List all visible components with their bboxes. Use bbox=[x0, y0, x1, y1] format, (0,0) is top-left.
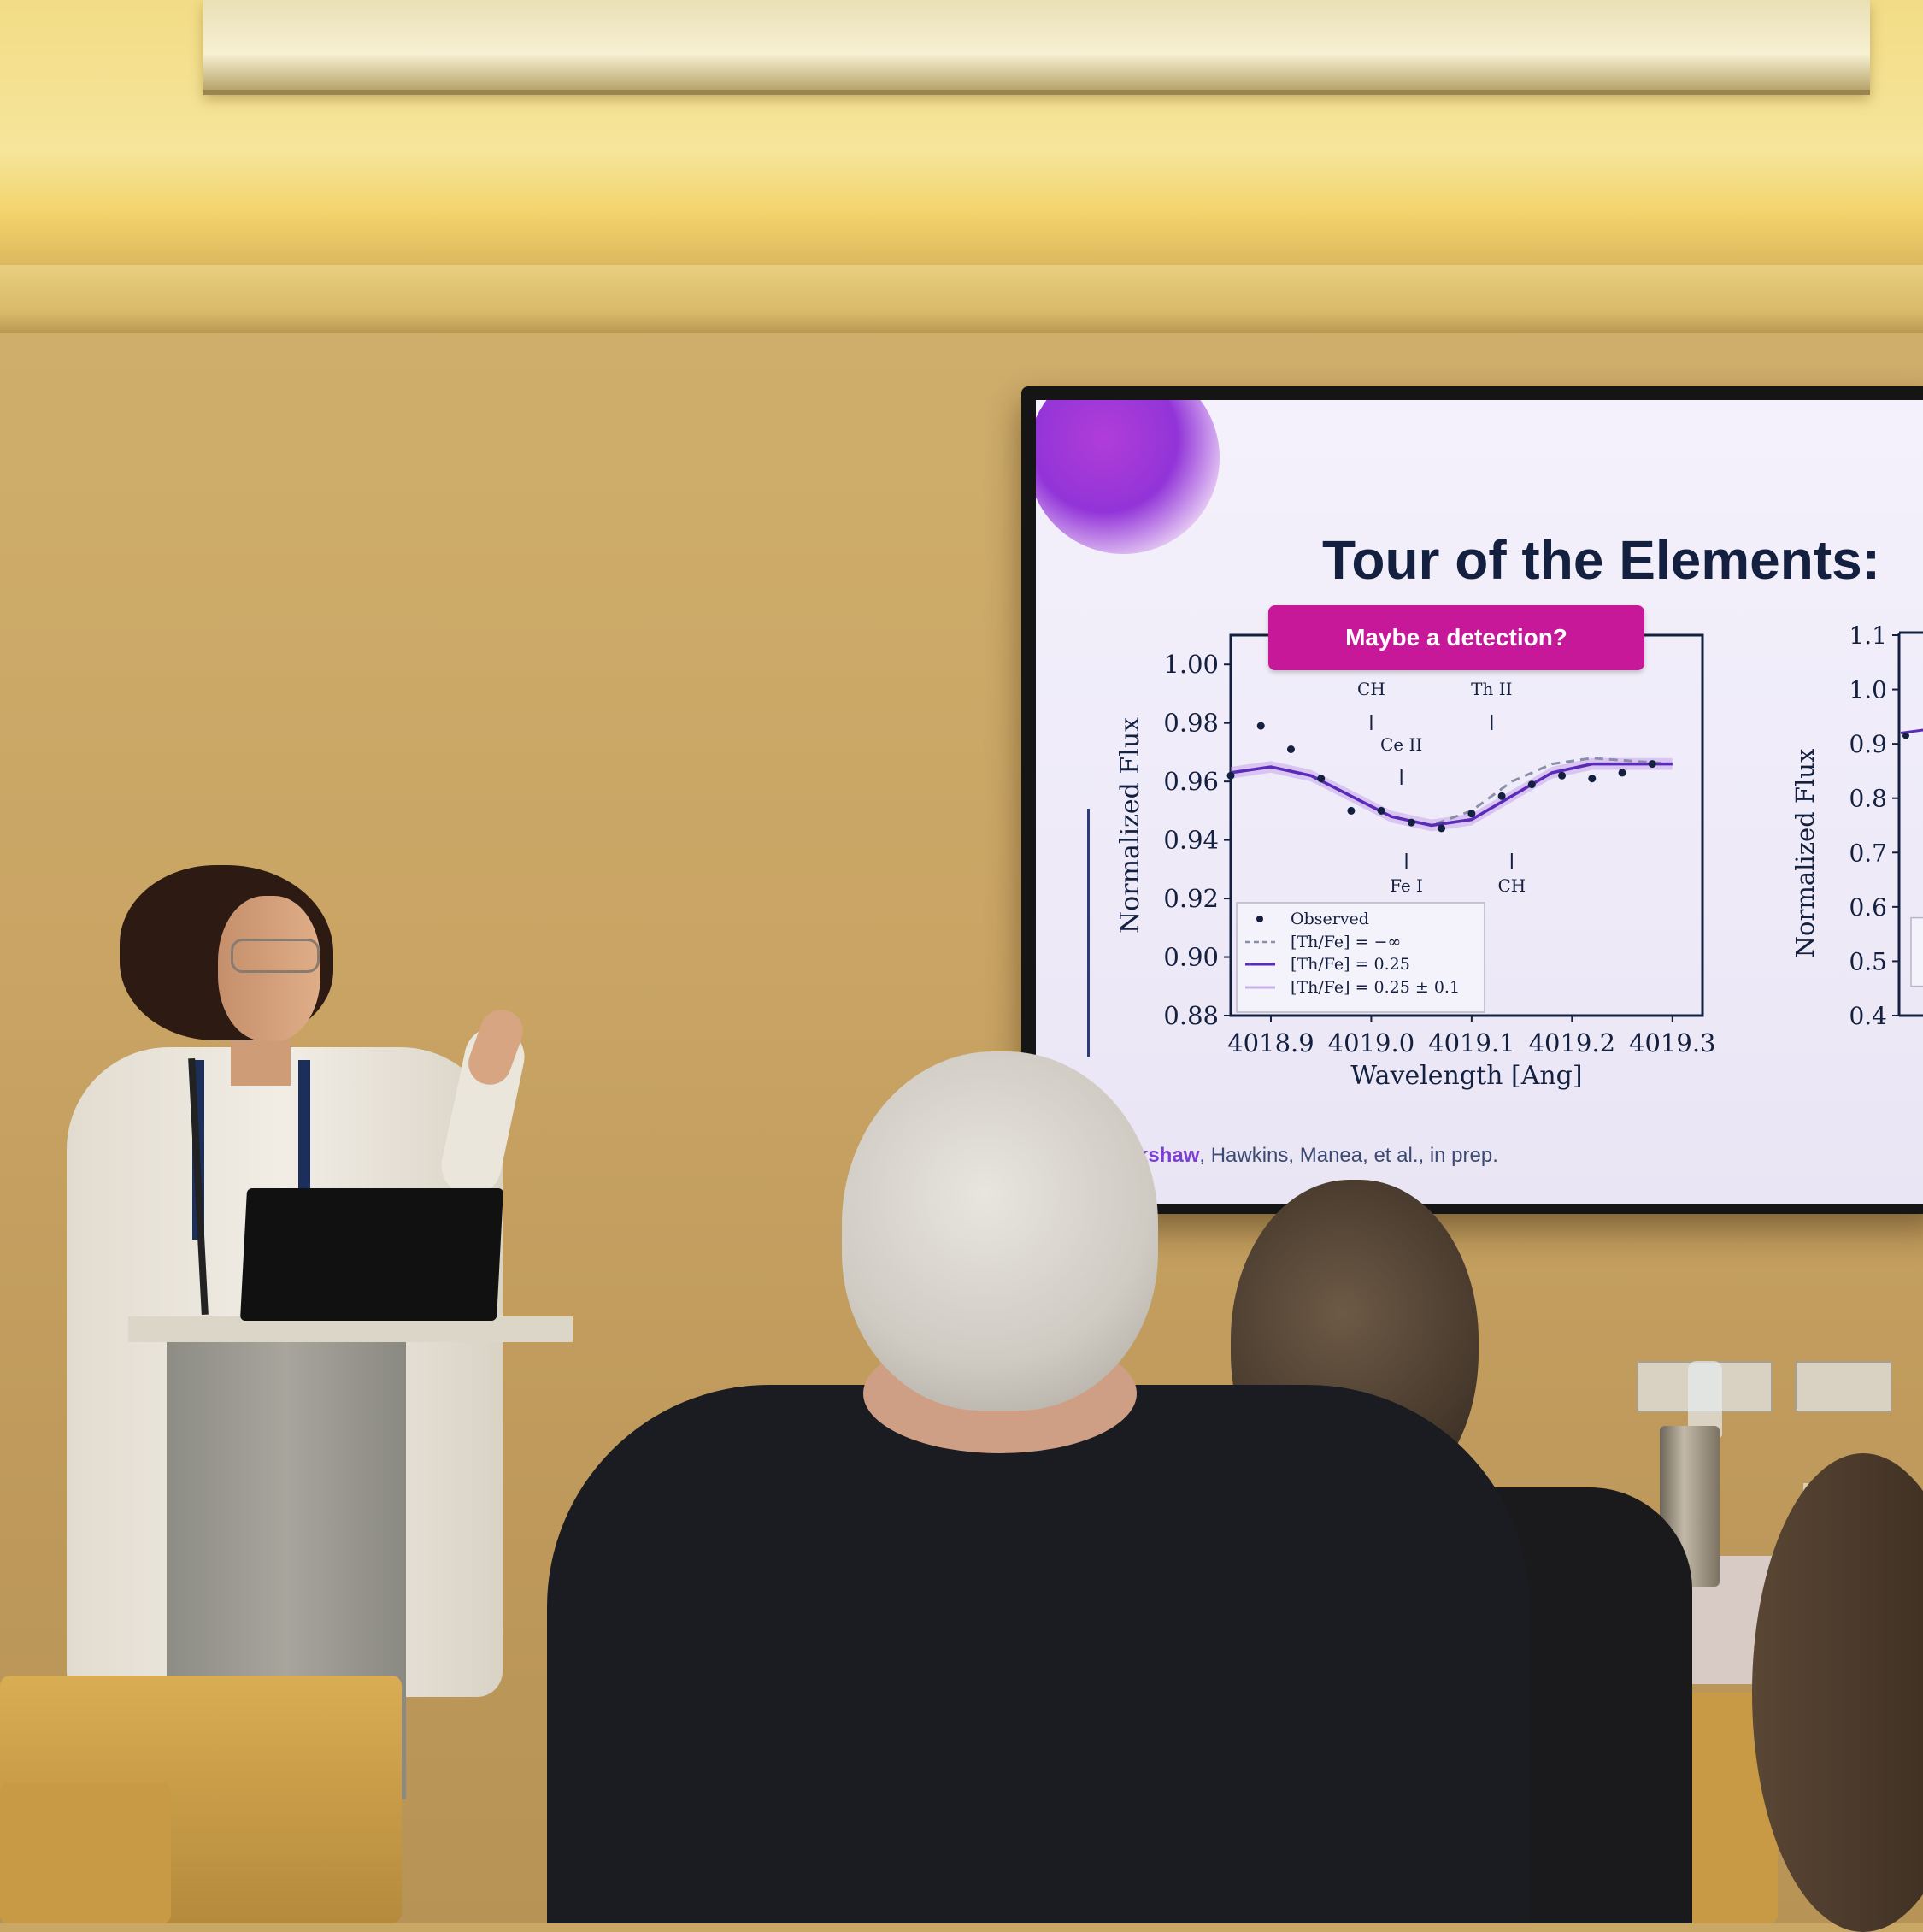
spectrum-chart: 4018.9 4019.0 4019.1 4019.2 4019.3 1.00 0.98 0.… bbox=[1115, 621, 1923, 1091]
chair-2 bbox=[0, 1782, 171, 1923]
observed-point bbox=[1407, 818, 1415, 827]
y-tick-label: 0.88 bbox=[1163, 1001, 1219, 1030]
water-bottle bbox=[1688, 1361, 1722, 1438]
observed-point bbox=[1527, 780, 1536, 789]
slide-bracket-line bbox=[1087, 809, 1090, 1057]
line-id-label: CH bbox=[1497, 875, 1526, 896]
legend-entry: [Th/Fe] = −∞ bbox=[1291, 933, 1401, 951]
slide-title: Tour of the Elements: bbox=[1322, 529, 1881, 591]
observed-point bbox=[1347, 806, 1356, 815]
credit-authors: , Hawkins, Manea, et al., in prep. bbox=[1199, 1144, 1498, 1167]
plot2-y-tick-label: 0.5 bbox=[1849, 947, 1887, 975]
slide-credit: kshaw, Hawkins, Manea, et al., in prep. bbox=[1137, 1144, 1498, 1168]
y-tick-label: 1.00 bbox=[1163, 650, 1219, 679]
x-axis-label: Wavelength [Ang] bbox=[1350, 1061, 1582, 1091]
observed-point bbox=[1497, 792, 1506, 800]
observed-point bbox=[1226, 771, 1235, 780]
detection-badge: Maybe a detection? bbox=[1268, 605, 1644, 670]
legend-marker-observed bbox=[1256, 916, 1263, 922]
line-id-label: Ce II bbox=[1380, 734, 1422, 755]
plot2-legend-box bbox=[1910, 916, 1923, 987]
uncertainty-band bbox=[1231, 757, 1673, 832]
y-tick-label: 0.96 bbox=[1163, 767, 1219, 796]
y-tick-label: 0.94 bbox=[1163, 826, 1219, 855]
y-tick-label: 0.90 bbox=[1163, 943, 1219, 972]
observed-point bbox=[1467, 810, 1476, 818]
audience-man-body bbox=[547, 1385, 1530, 1923]
glasses bbox=[231, 939, 320, 973]
legend-entry: [Th/Fe] = 0.25 ± 0.1 bbox=[1291, 978, 1460, 997]
wall-ledge bbox=[0, 265, 1923, 333]
audience-person-edge bbox=[1752, 1453, 1923, 1932]
y-axis-label: Normalized Flux bbox=[1115, 717, 1145, 934]
legend-entry: Observed bbox=[1291, 910, 1369, 928]
x-tick-label: 4019.0 bbox=[1328, 1028, 1414, 1057]
series-th-025 bbox=[1230, 762, 1673, 828]
plot2-point bbox=[1902, 732, 1909, 739]
laptop bbox=[239, 1188, 504, 1321]
plot2-y-axis-label: Normalized Flux bbox=[1791, 749, 1820, 958]
plot2-y-tick-label: 0.6 bbox=[1849, 893, 1887, 922]
line-id-label: CH bbox=[1357, 679, 1385, 699]
plot2-y-tick-label: 1.1 bbox=[1849, 621, 1887, 650]
ceiling-light-fixture bbox=[203, 0, 1870, 95]
legend-entry: [Th/Fe] = 0.25 bbox=[1291, 955, 1410, 974]
observed-point bbox=[1588, 775, 1597, 783]
observed-point bbox=[1256, 722, 1265, 730]
plot2-y-tick-label: 0.9 bbox=[1849, 730, 1887, 758]
observed-point bbox=[1618, 769, 1626, 777]
x-tick-label: 4019.2 bbox=[1529, 1028, 1615, 1057]
presentation-slide: Tour of the Elements: 4018.9 4019.0 4019.1… bbox=[1036, 400, 1923, 1204]
x-tick-label: 4019.3 bbox=[1629, 1028, 1715, 1057]
x-tick-label: 4018.9 bbox=[1227, 1028, 1314, 1057]
wall-outlet-2 bbox=[1795, 1361, 1892, 1412]
line-id-label: Fe I bbox=[1390, 875, 1423, 896]
x-tick-label: 4019.1 bbox=[1428, 1028, 1514, 1057]
observed-point bbox=[1438, 824, 1446, 833]
legend-box bbox=[1236, 902, 1485, 1013]
observed-point bbox=[1317, 775, 1326, 783]
line-id-label: Th II bbox=[1471, 679, 1512, 699]
podium-top bbox=[128, 1316, 573, 1342]
observed-point bbox=[1558, 771, 1567, 780]
plot2-y-tick-label: 0.4 bbox=[1849, 1002, 1887, 1030]
y-tick-label: 0.98 bbox=[1163, 709, 1219, 738]
observed-point bbox=[1377, 806, 1385, 815]
audience-man-head bbox=[842, 1051, 1158, 1411]
observed-point bbox=[1286, 745, 1295, 753]
y-tick-label: 0.92 bbox=[1163, 884, 1219, 913]
plot2-y-tick-label: 0.7 bbox=[1849, 839, 1887, 867]
plot2-y-tick-label: 0.8 bbox=[1849, 785, 1887, 813]
plot2-series-line bbox=[1900, 728, 1923, 734]
observed-point bbox=[1648, 760, 1656, 769]
plot2-y-tick-label: 1.0 bbox=[1849, 676, 1887, 704]
